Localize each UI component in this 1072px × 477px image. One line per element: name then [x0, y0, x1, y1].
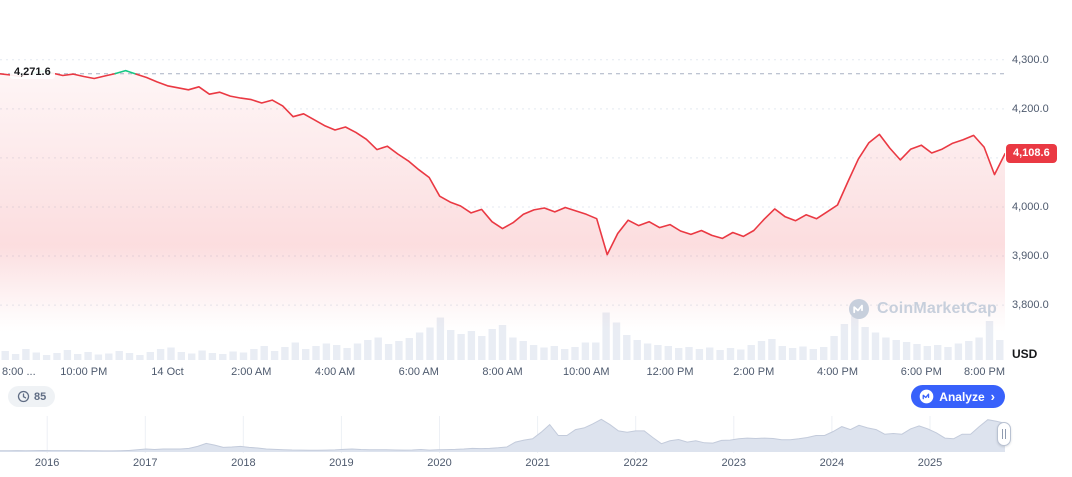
- x-tick-label: 10:00 PM: [60, 366, 108, 378]
- coinmarketcap-logo-icon: [919, 389, 934, 404]
- time-axis: 8:00 ... 10:00 PM 14 Oct 2:00 AM 4:00 AM 6:00…: [0, 366, 1005, 382]
- year-label: 2020: [427, 457, 452, 469]
- analyze-label: Analyze: [939, 389, 985, 404]
- year-label: 2022: [623, 457, 648, 469]
- range-navigator[interactable]: [0, 414, 1072, 453]
- price-area-fill: [0, 70, 1005, 332]
- price-line-up: [114, 69, 137, 75]
- year-label: 2021: [525, 457, 550, 469]
- price-axis-unit: USD: [1012, 347, 1038, 361]
- x-tick-label: 4:00 AM: [314, 366, 356, 378]
- x-tick-label: 10:00 AM: [563, 366, 610, 378]
- x-tick-label: 2:00 AM: [231, 366, 272, 378]
- x-tick-label: 6:00 PM: [900, 366, 942, 378]
- history-count-button[interactable]: 85: [8, 386, 56, 407]
- year-label: 2018: [231, 457, 256, 469]
- y-tick-label: 3,800.0: [1012, 299, 1049, 312]
- y-tick-label: 3,900.0: [1012, 250, 1049, 263]
- navigator-right-handle-icon[interactable]: [997, 422, 1011, 446]
- year-label: 2016: [34, 457, 60, 469]
- volume-bars: [1, 312, 1004, 360]
- year-label: 2017: [133, 457, 158, 469]
- price-line-down: [51, 72, 116, 80]
- price-axis: USD 4,300.0 4,200.0 4,000.0 3,900.0 3,800.0: [1005, 0, 1072, 361]
- year-label: 2024: [819, 457, 845, 469]
- last-price-badge: 4,108.6: [1006, 144, 1057, 164]
- x-tick-label: 8:00 AM: [482, 366, 523, 378]
- analyze-button[interactable]: Analyze ›: [911, 385, 1005, 408]
- chevron-right-icon: ›: [990, 389, 995, 404]
- y-tick-label: 4,200.0: [1012, 102, 1049, 115]
- year-label: 2019: [329, 457, 354, 469]
- price-line-down: [135, 73, 1005, 256]
- x-tick-label: 8:00 ...: [2, 366, 36, 378]
- y-tick-label: 4,000.0: [1012, 200, 1049, 213]
- year-axis: 2016 2017 2018 2019 2020 2021 2022 2023 2024 2025: [0, 457, 1072, 471]
- x-tick-label: 4:00 PM: [817, 366, 858, 378]
- clock-history-icon: [17, 390, 30, 403]
- x-tick-label: 8:00 PM: [964, 366, 1005, 378]
- history-count: 85: [34, 390, 47, 403]
- year-label: 2025: [917, 457, 943, 469]
- x-tick-label: 12:00 PM: [646, 366, 694, 378]
- year-label: 2023: [721, 457, 747, 469]
- navigator-outline: [0, 418, 1006, 452]
- price-chart[interactable]: [0, 0, 1005, 360]
- open-price-label: 4,271.6: [10, 64, 55, 79]
- x-tick-label: 14 Oct: [151, 366, 184, 378]
- x-tick-label: 6:00 AM: [398, 366, 439, 378]
- navigator-chart[interactable]: [0, 414, 1072, 453]
- navigator-area: [0, 419, 1005, 452]
- y-tick-label: 4,300.0: [1012, 53, 1049, 66]
- controls-row: 85 Analyze ›: [0, 385, 1072, 409]
- x-tick-label: 2:00 PM: [733, 366, 775, 378]
